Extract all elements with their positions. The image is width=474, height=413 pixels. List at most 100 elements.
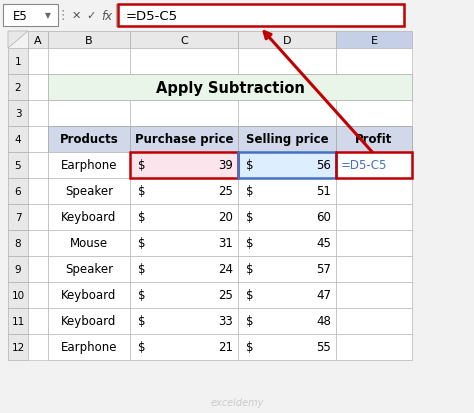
Bar [130,230,238,256]
Bar [3,5,58,27]
Text: Keyboard: Keyboard [61,315,117,328]
Bar [48,178,130,204]
Bar [336,230,412,256]
Bar [48,32,130,49]
Text: 20: 20 [218,211,233,224]
Text: 25: 25 [218,185,233,198]
Text: Profit: Profit [356,133,392,146]
Bar [336,282,412,308]
Text: $: $ [246,263,254,276]
Bar [48,308,130,334]
Bar [130,204,238,230]
Bar [48,256,130,282]
Bar [336,153,412,178]
Text: B: B [85,36,93,45]
Bar [48,282,130,308]
Bar [130,256,238,282]
Bar [130,308,238,334]
Bar [130,282,238,308]
Bar [28,308,48,334]
Text: Speaker: Speaker [65,263,113,276]
Text: Earphone: Earphone [61,159,117,172]
Text: D: D [283,36,291,45]
Bar [48,153,130,178]
Text: $: $ [138,185,146,198]
Bar [48,127,130,153]
Bar [130,334,238,360]
Bar [238,178,336,204]
Bar [48,49,130,75]
Bar [238,282,336,308]
Polygon shape [8,32,28,49]
Bar [130,49,238,75]
Bar [238,282,336,308]
Bar [238,101,336,127]
Text: Products: Products [60,133,118,146]
Bar [28,32,48,49]
Bar [28,49,48,75]
Text: 24: 24 [218,263,233,276]
Text: $: $ [246,211,254,224]
Bar [336,75,412,101]
Bar [0,3,474,29]
Text: ⋮: ⋮ [57,9,69,22]
Text: $: $ [138,315,146,328]
Bar [48,127,130,153]
Bar [48,230,130,256]
Text: $: $ [246,341,254,354]
Bar [130,153,238,178]
Text: ▼: ▼ [45,12,51,21]
Bar [336,334,412,360]
Bar [336,153,412,178]
Text: fx: fx [101,9,112,22]
Bar [336,334,412,360]
Bar [130,153,238,178]
Text: ✓: ✓ [86,11,96,21]
Text: 25: 25 [218,289,233,302]
Bar [238,153,336,178]
Bar [130,334,238,360]
Bar [48,204,130,230]
Text: Earphone: Earphone [61,341,117,354]
Bar [8,101,28,127]
Bar [238,153,336,178]
Bar [130,178,238,204]
Bar [28,153,48,178]
Bar [238,230,336,256]
Bar [8,334,28,360]
Bar [336,153,412,178]
Bar [238,334,336,360]
Text: 11: 11 [11,316,25,326]
Bar [28,334,48,360]
Bar [238,204,336,230]
Text: 39: 39 [218,159,233,172]
Text: 55: 55 [316,341,331,354]
Bar [48,282,130,308]
Bar [336,256,412,282]
Text: $: $ [246,315,254,328]
Text: E: E [371,36,377,45]
Bar [48,75,130,101]
Text: 48: 48 [316,315,331,328]
Text: Mouse: Mouse [70,237,108,250]
Bar [28,230,48,256]
Bar [238,256,336,282]
Text: 57: 57 [316,263,331,276]
Bar [238,127,336,153]
Bar [336,282,412,308]
Bar [130,75,238,101]
Text: exceldemy: exceldemy [210,397,264,407]
Bar [238,49,336,75]
Bar [238,153,336,178]
Bar [336,256,412,282]
Text: Keyboard: Keyboard [61,211,117,224]
Bar [28,204,48,230]
Bar [238,32,336,49]
Bar [8,256,28,282]
Text: 10: 10 [11,290,25,300]
Bar [336,32,412,49]
Bar [48,230,130,256]
Bar [238,204,336,230]
Text: 8: 8 [15,238,21,248]
Text: Keyboard: Keyboard [61,289,117,302]
